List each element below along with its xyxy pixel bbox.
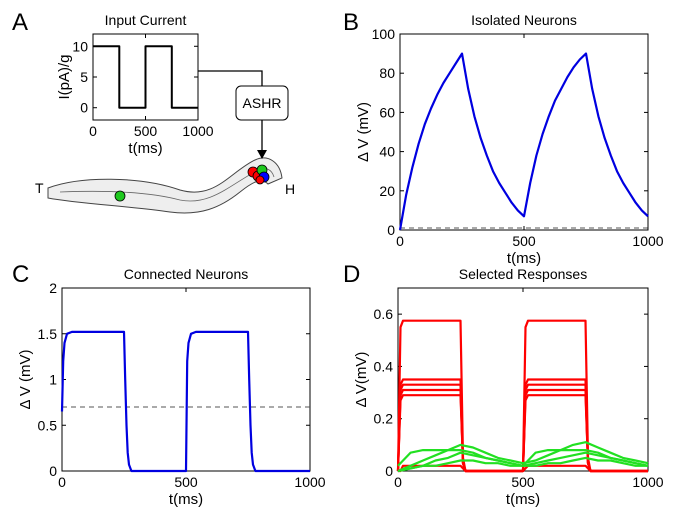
series-line-1 [93, 45, 198, 109]
series-line-8 [397, 441, 649, 473]
worm-body [47, 157, 283, 214]
x-axis-label: t(ms) [506, 491, 540, 508]
chart-title: Input Current [105, 12, 187, 28]
neuron-dot-red-3 [255, 175, 265, 185]
y-tick-label: 10 [72, 38, 88, 54]
y-tick-label: 0 [49, 463, 57, 479]
worm-diagram: T H [35, 157, 295, 214]
chart-title: Isolated Neurons [471, 12, 577, 28]
chart-b: 0 500 1000 0 20 40 60 80 100 Isolated Neurons t(ms… [355, 12, 664, 267]
y-tick-label: 1 [49, 372, 57, 388]
x-tick-label: 500 [511, 474, 535, 490]
x-tick-label: 500 [134, 123, 158, 139]
panel-letter-c: C [12, 261, 29, 288]
chart-a: 0 500 1000 0 5 10 Input Current t(ms) I(pA)/g [56, 12, 214, 157]
x-tick-label: 0 [89, 123, 97, 139]
y-axis-label: I(pA)/g [56, 54, 73, 99]
series-line-1 [60, 330, 310, 473]
y-tick-label: 2 [49, 280, 57, 296]
chart-c: 0 500 1000 0 0.5 1 1.5 2 Connected Neurons t(ms) Δ… [17, 266, 326, 508]
panel-letter-d: D [343, 261, 360, 288]
y-axis-label: Δ V (mV) [17, 349, 34, 409]
series-line-6 [398, 464, 648, 473]
chart-title: Selected Responses [459, 266, 587, 282]
chart-d: 0 500 1000 0 0.2 0.4 0.6 Selected Responses t(ms… [353, 266, 664, 508]
head-label: H [285, 181, 295, 197]
panel-letter-a: A [12, 9, 28, 36]
ashr-label: ASHR [243, 95, 282, 111]
x-tick-label: 0 [396, 233, 404, 249]
x-tick-label: 0 [394, 474, 402, 490]
y-tick-label: 0.6 [374, 306, 394, 322]
neuron-dot-tail [114, 190, 126, 202]
x-axis-label: t(ms) [128, 140, 162, 157]
y-tick-label: 100 [372, 26, 396, 42]
y-tick-label: 60 [379, 104, 395, 120]
y-tick-label: 80 [379, 65, 395, 81]
y-tick-label: 0 [385, 463, 393, 479]
x-tick-label: 500 [174, 474, 198, 490]
input-connector [198, 70, 263, 86]
y-tick-label: 20 [379, 183, 395, 199]
plot-frame [399, 33, 649, 231]
ashr-block: ASHR [198, 70, 289, 159]
arrow-head [257, 150, 267, 159]
y-tick-label: 5 [80, 69, 88, 85]
panel-letter-b: B [343, 9, 359, 36]
y-tick-label: 0.5 [38, 417, 58, 433]
y-axis-label: Δ V(mV) [353, 352, 370, 408]
y-axis-label: Δ V (mV) [355, 102, 372, 162]
x-tick-label: 1000 [632, 233, 663, 249]
x-axis-label: t(ms) [169, 491, 203, 508]
x-axis-label: t(ms) [507, 250, 541, 267]
y-tick-label: 40 [379, 144, 395, 160]
y-tick-label: 0 [80, 100, 88, 116]
y-tick-label: 1.5 [38, 326, 58, 342]
x-tick-label: 1000 [182, 123, 213, 139]
y-tick-label: 0.2 [374, 411, 394, 427]
y-tick-label: 0 [387, 222, 395, 238]
y-tick-label: 0.4 [374, 358, 394, 374]
x-tick-label: 1000 [294, 474, 325, 490]
x-tick-label: 0 [58, 474, 66, 490]
series-line-1 [398, 52, 649, 231]
tail-label: T [35, 180, 44, 196]
series-line-10 [397, 456, 648, 473]
x-tick-label: 1000 [632, 474, 663, 490]
chart-title: Connected Neurons [124, 266, 249, 282]
x-tick-label: 500 [512, 233, 536, 249]
